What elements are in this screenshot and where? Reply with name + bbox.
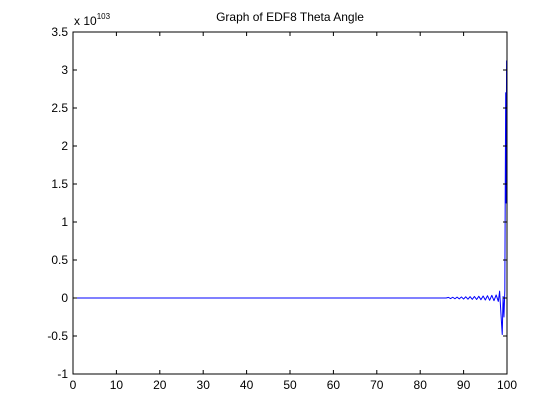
x-tick-label: 20	[153, 378, 167, 392]
y-tick-label: -0.5	[47, 329, 68, 343]
x-tick-label: 80	[414, 378, 428, 392]
chart-title: Graph of EDF8 Theta Angle	[216, 10, 364, 24]
y-scale-exponent: 103	[96, 12, 111, 21]
y-tick-label: 2	[61, 139, 68, 153]
plot-area	[73, 32, 507, 374]
x-tick-label: 30	[197, 378, 211, 392]
y-tick-label: 3.5	[51, 25, 68, 39]
y-ticks: -1 -0.5 0 0.5 1 1.5 2 2.5 3 3.5	[47, 25, 507, 381]
y-tick-label: 3	[61, 63, 68, 77]
x-tick-label: 10	[110, 378, 124, 392]
y-tick-label: 1.5	[51, 177, 68, 191]
y-tick-label: -1	[57, 367, 68, 381]
y-scale-label: x 10103	[74, 10, 110, 28]
y-tick-label: 2.5	[51, 101, 68, 115]
y-tick-label: 0.5	[51, 253, 68, 267]
x-tick-label: 100	[497, 378, 517, 392]
x-tick-label: 70	[370, 378, 384, 392]
x-ticks: 0 10 20 30 40 50 60 70 80 90 100	[70, 32, 517, 392]
y-scale-base: x 10	[74, 14, 97, 28]
x-tick-label: 50	[283, 378, 297, 392]
series-layer	[73, 60, 508, 335]
x-tick-label: 0	[70, 378, 77, 392]
y-tick-label: 0	[61, 291, 68, 305]
x-tick-label: 60	[327, 378, 341, 392]
x-tick-label: 40	[240, 378, 254, 392]
series-line	[73, 60, 508, 335]
x-tick-label: 90	[457, 378, 471, 392]
y-tick-label: 1	[61, 215, 68, 229]
